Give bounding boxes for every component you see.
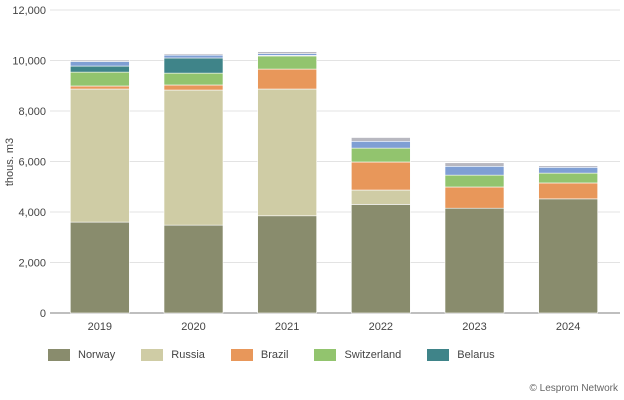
bar-segment-brazil [538, 182, 598, 200]
legend-item-brazil[interactable]: Brazil [230, 349, 289, 361]
bar-segment-brazil [351, 161, 411, 191]
bar-stack-2021 [257, 51, 317, 314]
legend-label: Brazil [260, 349, 289, 361]
legend-item-belarus[interactable]: Belarus [427, 349, 495, 361]
legend-swatch [427, 349, 450, 361]
legend-label: Switzerland [344, 349, 402, 361]
y-tick-label: 10,000 [12, 56, 46, 68]
legend-label: Belarus [457, 349, 495, 361]
bar-segment-russia [351, 189, 411, 205]
bar-segment-switzerland [538, 172, 598, 184]
bar-segment-russia [257, 88, 317, 217]
legend-swatch [48, 349, 70, 361]
bar-segment-switzerland [351, 147, 411, 163]
bar-segment-brazil [163, 84, 224, 91]
bar-segment-norway [163, 224, 224, 314]
bar-segment-other-2 [538, 165, 598, 168]
bar-segment-other-1 [163, 54, 224, 59]
x-tick-label: 2019 [88, 321, 112, 333]
bar-stack-2024 [538, 165, 598, 314]
y-tick-label: 0 [40, 308, 46, 320]
x-tick-label: 2021 [275, 321, 299, 333]
bar-segment-belarus [70, 65, 130, 73]
x-tick-label: 2020 [181, 321, 205, 333]
bar-segment-brazil [444, 186, 505, 209]
bar-stack-2022 [351, 137, 411, 314]
bar-segment-switzerland [163, 72, 224, 86]
legend-swatch [141, 349, 164, 361]
legend-swatch [314, 349, 337, 361]
y-axis-title: thous. m3 [4, 138, 16, 186]
bar-stack-2020 [163, 53, 224, 314]
bar-segment-norway [70, 221, 130, 314]
y-axis-ticks: 0 2,000 4,000 6,000 8,000 10,000 12,000 [12, 5, 46, 320]
legend-label: Russia [171, 349, 205, 361]
legend-label: Norway [78, 349, 116, 361]
bar-segment-other-2 [163, 53, 224, 56]
bar-segment-russia [163, 89, 224, 226]
legend-item-switzerland[interactable]: Switzerland [314, 349, 401, 361]
legend: Norway Russia Brazil Switzerland Belarus [48, 349, 521, 361]
bar-segment-other-2 [257, 51, 317, 54]
bar-segment-brazil [70, 85, 130, 90]
bar-segment-norway [351, 204, 411, 314]
bar-segment-other-2 [444, 162, 505, 167]
bar-segment-norway [444, 207, 505, 314]
credit-text: © Lesprom Network [529, 383, 618, 394]
bar-segment-other-1 [351, 141, 411, 149]
bars [70, 51, 598, 314]
bar-segment-norway [257, 215, 317, 314]
legend-swatch [230, 349, 253, 361]
bar-segment-other-2 [70, 59, 130, 62]
y-tick-label: 12,000 [12, 5, 46, 17]
bar-segment-switzerland [444, 174, 505, 188]
x-tick-label: 2022 [369, 321, 393, 333]
y-tick-label: 6,000 [18, 157, 46, 169]
x-axis-ticks: 2019 2020 2021 2022 2023 2024 [88, 321, 581, 333]
y-tick-label: 2,000 [18, 258, 46, 270]
bar-segment-other-2 [351, 137, 411, 142]
bar-segment-other-1 [70, 61, 130, 67]
bar-segment-brazil [257, 68, 317, 90]
bar-segment-switzerland [70, 71, 130, 87]
y-tick-label: 8,000 [18, 106, 46, 118]
gridlines [50, 9, 620, 314]
bar-segment-russia [70, 88, 130, 223]
legend-item-russia[interactable]: Russia [141, 349, 205, 361]
y-tick-label: 4,000 [18, 207, 46, 219]
bar-stack-2023 [444, 162, 505, 314]
x-tick-label: 2024 [556, 321, 580, 333]
bar-segment-belarus [163, 57, 224, 74]
bar-segment-switzerland [257, 55, 317, 70]
bar-segment-other-1 [538, 167, 598, 174]
x-tick-label: 2023 [462, 321, 486, 333]
legend-item-norway[interactable]: Norway [48, 349, 115, 361]
bar-stack-2019 [70, 59, 130, 314]
bar-segment-norway [538, 198, 598, 314]
bar-segment-other-1 [444, 165, 505, 176]
